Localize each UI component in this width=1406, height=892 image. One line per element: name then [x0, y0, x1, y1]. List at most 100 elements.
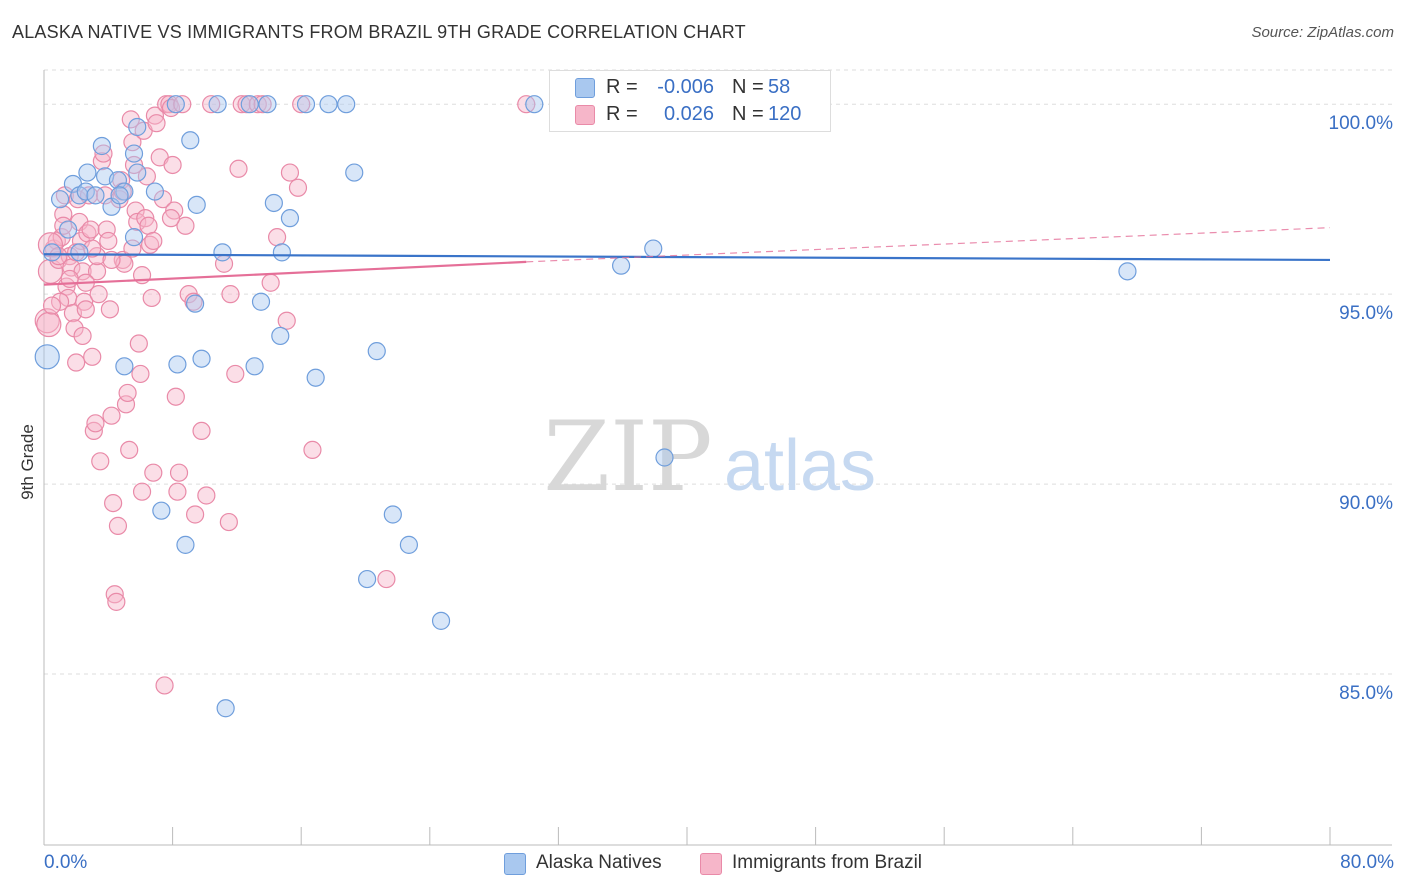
- alaska-point: [181, 131, 200, 150]
- alaska-point: [306, 368, 325, 387]
- brazil-point: [87, 262, 107, 281]
- alaska-point: [92, 136, 111, 156]
- alaska-point: [216, 699, 235, 718]
- alaska-point: [258, 95, 277, 114]
- alaska-point: [208, 95, 227, 114]
- alaska-point: [70, 243, 89, 262]
- brazil-point: [176, 216, 195, 235]
- brazil-point: [292, 95, 311, 114]
- brazil-point: [202, 95, 221, 114]
- brazil-point: [219, 512, 238, 532]
- alaska-point: [264, 193, 283, 213]
- brazil-point: [73, 326, 92, 346]
- brazil-point: [142, 288, 161, 308]
- bottom-legend-swatch-immigrants-from-brazil: [700, 853, 722, 875]
- brazil-point: [104, 493, 123, 513]
- alaska-point: [337, 95, 356, 114]
- y-tick-label: 100.0%: [1329, 113, 1394, 134]
- stats-legend: R = -0.006 N = 58 R = 0.026 N = 120: [549, 70, 831, 132]
- series-alaska-natives: [34, 95, 1137, 718]
- alaska-point: [110, 186, 129, 205]
- brazil-point: [36, 311, 62, 338]
- alaska-point: [152, 501, 171, 520]
- y-tick-label: 95.0%: [1339, 303, 1393, 324]
- brazil-point: [192, 421, 211, 441]
- brazil-point: [132, 482, 152, 501]
- alaska-point: [644, 239, 663, 258]
- brazil-point: [76, 300, 95, 319]
- alaska-point: [124, 228, 144, 247]
- legend-r-label: R =: [606, 103, 638, 125]
- watermark: ZIP atlas: [543, 401, 876, 513]
- alaska-point: [145, 182, 165, 201]
- watermark-atlas: atlas: [724, 426, 876, 506]
- alaska-point: [399, 535, 419, 554]
- brazil-point: [288, 178, 308, 197]
- alaska-point: [345, 163, 364, 182]
- brazil-point: [75, 292, 94, 311]
- alaska-point: [240, 95, 259, 114]
- legend-swatch-immigrants-from-brazil: [575, 105, 595, 125]
- alaska-point: [655, 448, 674, 467]
- legend-r-value-alaska-natives: -0.006: [657, 76, 714, 98]
- alaska-point: [319, 95, 338, 114]
- alaska-point: [251, 292, 271, 311]
- brazil-point: [100, 300, 120, 319]
- alaska-point: [611, 256, 631, 275]
- x-tick-label-min: 0.0%: [44, 852, 88, 873]
- alaska-point: [42, 243, 62, 262]
- alaska-point: [108, 171, 128, 190]
- grid-lines: [44, 69, 1392, 675]
- brazil-point: [126, 201, 145, 220]
- trend-line-immigrants-from-brazil: [43, 260, 527, 286]
- alaska-point: [296, 95, 316, 114]
- brazil-point: [52, 228, 71, 247]
- alaska-point: [78, 163, 97, 182]
- brazil-point: [221, 285, 240, 304]
- brazil-point: [83, 347, 102, 366]
- alaska-point: [124, 144, 144, 163]
- y-tick-label: 90.0%: [1339, 493, 1393, 514]
- alaska-point: [187, 195, 206, 214]
- alaska-point: [367, 342, 386, 361]
- brazil-point: [155, 676, 174, 695]
- brazil-point: [121, 110, 140, 129]
- brazil-point: [139, 216, 158, 235]
- alaska-point: [383, 505, 402, 524]
- alaska-point: [358, 569, 377, 589]
- brazil-point: [166, 387, 185, 406]
- brazil-point: [89, 285, 108, 304]
- brazil-point: [173, 95, 192, 114]
- alaska-point: [245, 357, 264, 376]
- brazil-point: [107, 592, 126, 611]
- legend-n-value-immigrants-from-brazil: 120: [768, 103, 802, 125]
- trend-line-alaska-natives: [43, 253, 1331, 262]
- bottom-legend-label-alaska-natives: Alaska Natives: [536, 852, 662, 873]
- legend-n-label: N =: [732, 76, 764, 98]
- alaska-point: [192, 349, 211, 368]
- y-tick-labels: 85.0% 90.0% 95.0% 100.0%: [1329, 113, 1394, 704]
- alaska-point: [128, 117, 147, 137]
- brazil-point: [67, 353, 86, 372]
- alaska-point: [1118, 262, 1137, 281]
- alaska-point: [166, 95, 185, 114]
- brazil-point: [186, 505, 205, 524]
- brazil-point: [163, 155, 182, 175]
- x-tick-label-max: 80.0%: [1340, 852, 1394, 873]
- brazil-point: [123, 239, 142, 258]
- brazil-point: [120, 440, 139, 460]
- alaska-point: [50, 190, 70, 209]
- brazil-point: [144, 463, 163, 482]
- legend-row-alaska-natives: R = -0.006 N = 58: [550, 75, 830, 101]
- brazil-point: [253, 95, 272, 114]
- brazil-point: [108, 516, 128, 535]
- brazil-point: [131, 364, 150, 384]
- brazil-point: [226, 364, 245, 384]
- alaska-point: [168, 355, 187, 374]
- trend-extension-immigrants-from-brazil: [526, 227, 1331, 263]
- brazil-point: [84, 421, 103, 441]
- brazil-point: [42, 296, 62, 315]
- brazil-point: [81, 220, 100, 239]
- alaska-point: [86, 186, 105, 205]
